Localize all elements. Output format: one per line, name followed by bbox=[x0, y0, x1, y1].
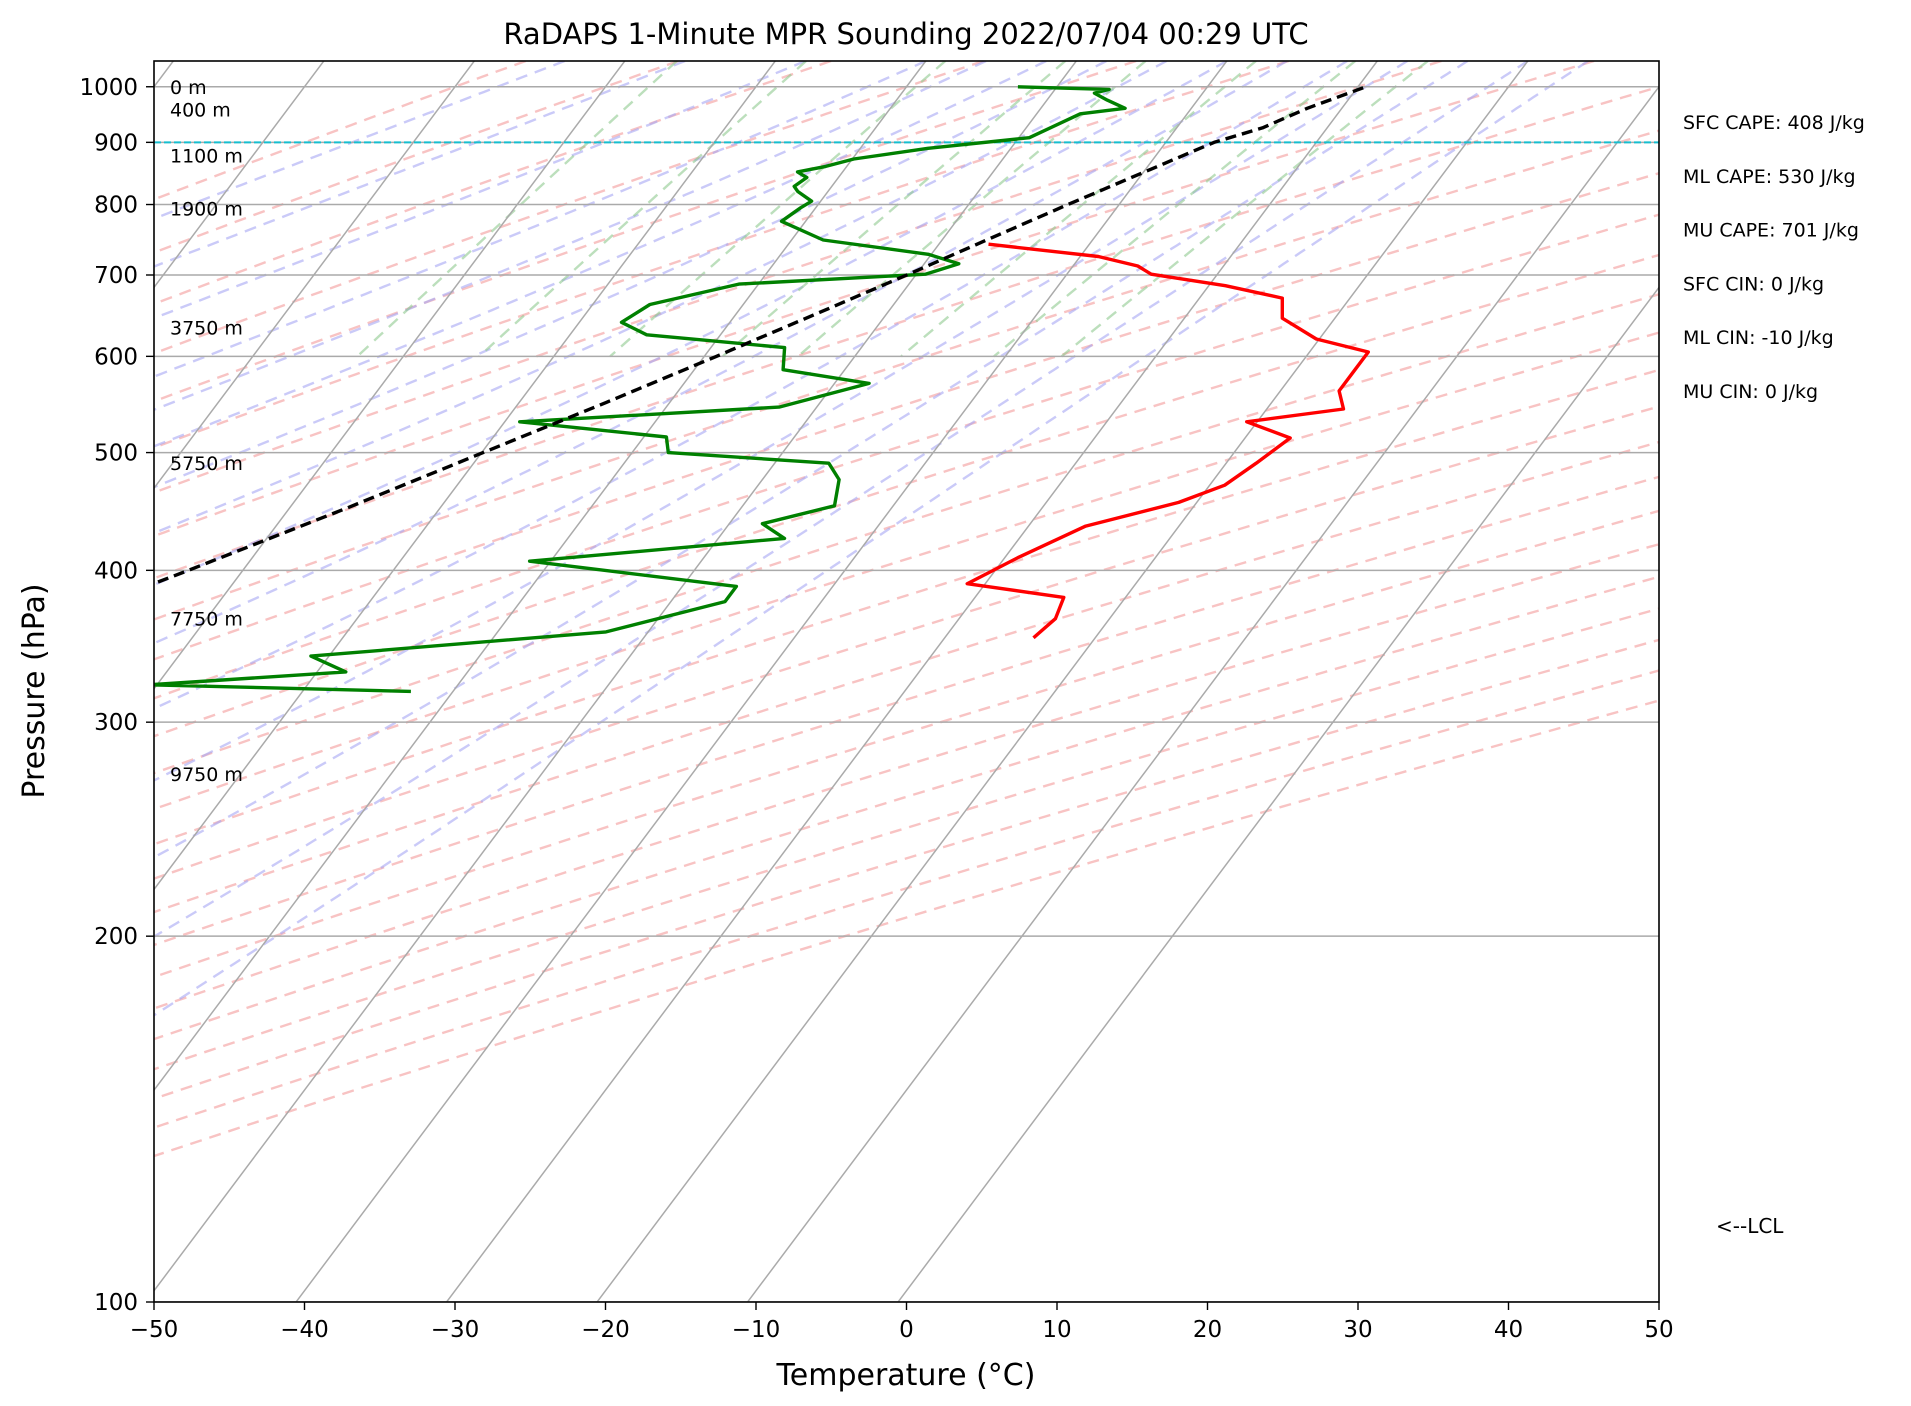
dry-adiabat-line bbox=[154, 607, 1659, 1071]
x-tick-label: 0 bbox=[899, 1317, 914, 1343]
mixing-ratio-line bbox=[721, 61, 1067, 358]
height-label: 5750 m bbox=[170, 453, 243, 475]
x-tick-label: −50 bbox=[130, 1317, 179, 1343]
x-tick-label: 10 bbox=[1042, 1317, 1071, 1343]
isotherm-line bbox=[596, 61, 1529, 1302]
isotherm-line bbox=[154, 61, 476, 490]
dry-adiabat-line bbox=[154, 61, 984, 355]
stats-panel: SFC CAPE: 408 J/kg ML CAPE: 530 J/kg MU CA… bbox=[1683, 112, 1865, 403]
mixing-ratio-line bbox=[900, 61, 1257, 358]
dry-adiabat-line bbox=[154, 475, 1659, 947]
stat-line: ML CIN: -10 J/kg bbox=[1683, 327, 1834, 349]
isotherm-line bbox=[154, 61, 626, 691]
y-tick-label: 600 bbox=[94, 344, 138, 370]
y-axis-label: Pressure (hPa) bbox=[17, 583, 52, 798]
mixing-ratio-line bbox=[797, 61, 1147, 358]
stat-line: MU CIN: 0 J/kg bbox=[1683, 381, 1818, 403]
isotherm-line bbox=[154, 61, 927, 1092]
isotherm-line bbox=[897, 286, 1659, 1302]
height-label: 1900 m bbox=[170, 198, 243, 220]
y-tick-label: 400 bbox=[94, 558, 138, 584]
height-label: 400 m bbox=[170, 99, 231, 121]
y-tick-label: 500 bbox=[94, 441, 138, 467]
stat-line: MU CAPE: 701 J/kg bbox=[1683, 220, 1859, 242]
stat-line: SFC CIN: 0 J/kg bbox=[1683, 273, 1824, 295]
dry-adiabat-line bbox=[154, 61, 1595, 538]
moist-adiabat-line bbox=[154, 61, 1409, 782]
y-tick-label: 800 bbox=[94, 193, 138, 219]
dry-adiabat-line bbox=[154, 699, 1659, 1158]
moist-adiabat-line bbox=[154, 61, 806, 320]
plot-frame bbox=[153, 60, 1660, 1303]
moist-adiabat-line bbox=[154, 61, 1288, 645]
moist-adiabat-line bbox=[154, 61, 1047, 448]
x-tick-label: −20 bbox=[581, 1317, 630, 1343]
parcel-profile-line bbox=[154, 86, 1364, 586]
isotherm-line bbox=[154, 61, 1078, 1293]
moist-adiabat-line bbox=[154, 61, 1589, 1017]
chart-title: RaDAPS 1-Minute MPR Sounding 2022/07/04 … bbox=[503, 17, 1308, 51]
stat-line: ML CAPE: 530 J/kg bbox=[1683, 166, 1856, 188]
x-tick-label: −40 bbox=[280, 1317, 329, 1343]
moist-adiabat-line bbox=[154, 61, 566, 220]
dry-adiabat-line bbox=[154, 542, 1659, 1010]
mixing-ratio-line bbox=[1060, 61, 1429, 358]
mixing-ratio-line bbox=[993, 61, 1357, 358]
dry-adiabat-line bbox=[154, 368, 1659, 846]
isotherm-line bbox=[295, 61, 1228, 1302]
y-tick-label: 100 bbox=[94, 1290, 138, 1316]
height-label: 7750 m bbox=[170, 609, 243, 631]
dry-adiabat-line bbox=[154, 293, 1659, 775]
isotherm-line bbox=[154, 61, 325, 289]
dry-adiabat-line bbox=[154, 129, 1659, 621]
y-tick-label: 200 bbox=[94, 924, 138, 950]
sounding-profiles bbox=[154, 85, 1659, 694]
dry-adiabat-line bbox=[154, 669, 1659, 1129]
stat-line: SFC CAPE: 408 J/kg bbox=[1683, 112, 1865, 134]
moist-adiabat-line bbox=[154, 61, 1228, 587]
isotherm-line bbox=[154, 61, 777, 891]
moist-adiabat-line bbox=[154, 61, 686, 268]
dry-adiabat-line bbox=[154, 85, 1659, 580]
dry-adiabat-line bbox=[154, 405, 1659, 880]
height-label: 3750 m bbox=[170, 317, 243, 339]
height-label: 1100 m bbox=[170, 145, 243, 167]
moist-adiabat-line bbox=[154, 61, 1469, 859]
isotherm-line bbox=[746, 85, 1659, 1302]
x-tick-label: 20 bbox=[1193, 1317, 1222, 1343]
dry-adiabat-line bbox=[154, 61, 832, 306]
y-tick-label: 1000 bbox=[79, 75, 138, 101]
dewpoint-profile-line bbox=[154, 85, 1127, 694]
x-tick-label: −30 bbox=[431, 1317, 480, 1343]
y-tick-label: 300 bbox=[94, 710, 138, 736]
dry-adiabat-line bbox=[154, 638, 1659, 1101]
moist-adiabat-line bbox=[154, 61, 927, 378]
height-label: 0 m bbox=[170, 77, 207, 99]
y-tick-label: 700 bbox=[94, 263, 138, 289]
x-tick-label: 50 bbox=[1644, 1317, 1673, 1343]
lcl-label: <--LCL bbox=[1716, 1214, 1784, 1238]
mixing-ratio-line bbox=[478, 61, 807, 358]
temperature-profile-line bbox=[965, 242, 1371, 640]
x-tick-label: 30 bbox=[1343, 1317, 1372, 1343]
moist-adiabat-line bbox=[154, 61, 1529, 939]
background-lines bbox=[154, 61, 1659, 1302]
isotherm-line bbox=[445, 61, 1379, 1302]
dry-adiabat-line bbox=[154, 61, 527, 201]
height-label: 9750 m bbox=[170, 764, 243, 786]
dry-adiabat-line bbox=[154, 61, 1290, 449]
axis-ticks: −50 −40 −30 −20 −10 0 10 20 30 40 50 100 200 300 400 50… bbox=[79, 75, 1673, 1343]
mixing-ratio-line bbox=[356, 61, 678, 358]
dry-adiabat-line bbox=[154, 61, 1442, 494]
moist-adiabat-line bbox=[154, 61, 987, 412]
dry-adiabat-line bbox=[154, 331, 1659, 811]
y-tick-label: 900 bbox=[94, 130, 138, 156]
mixing-ratio-line bbox=[609, 61, 947, 358]
x-tick-label: 40 bbox=[1494, 1317, 1523, 1343]
moist-adiabat-line bbox=[154, 61, 1107, 489]
x-axis-label: Temperature (°C) bbox=[776, 1358, 1036, 1393]
x-tick-label: −10 bbox=[732, 1317, 781, 1343]
